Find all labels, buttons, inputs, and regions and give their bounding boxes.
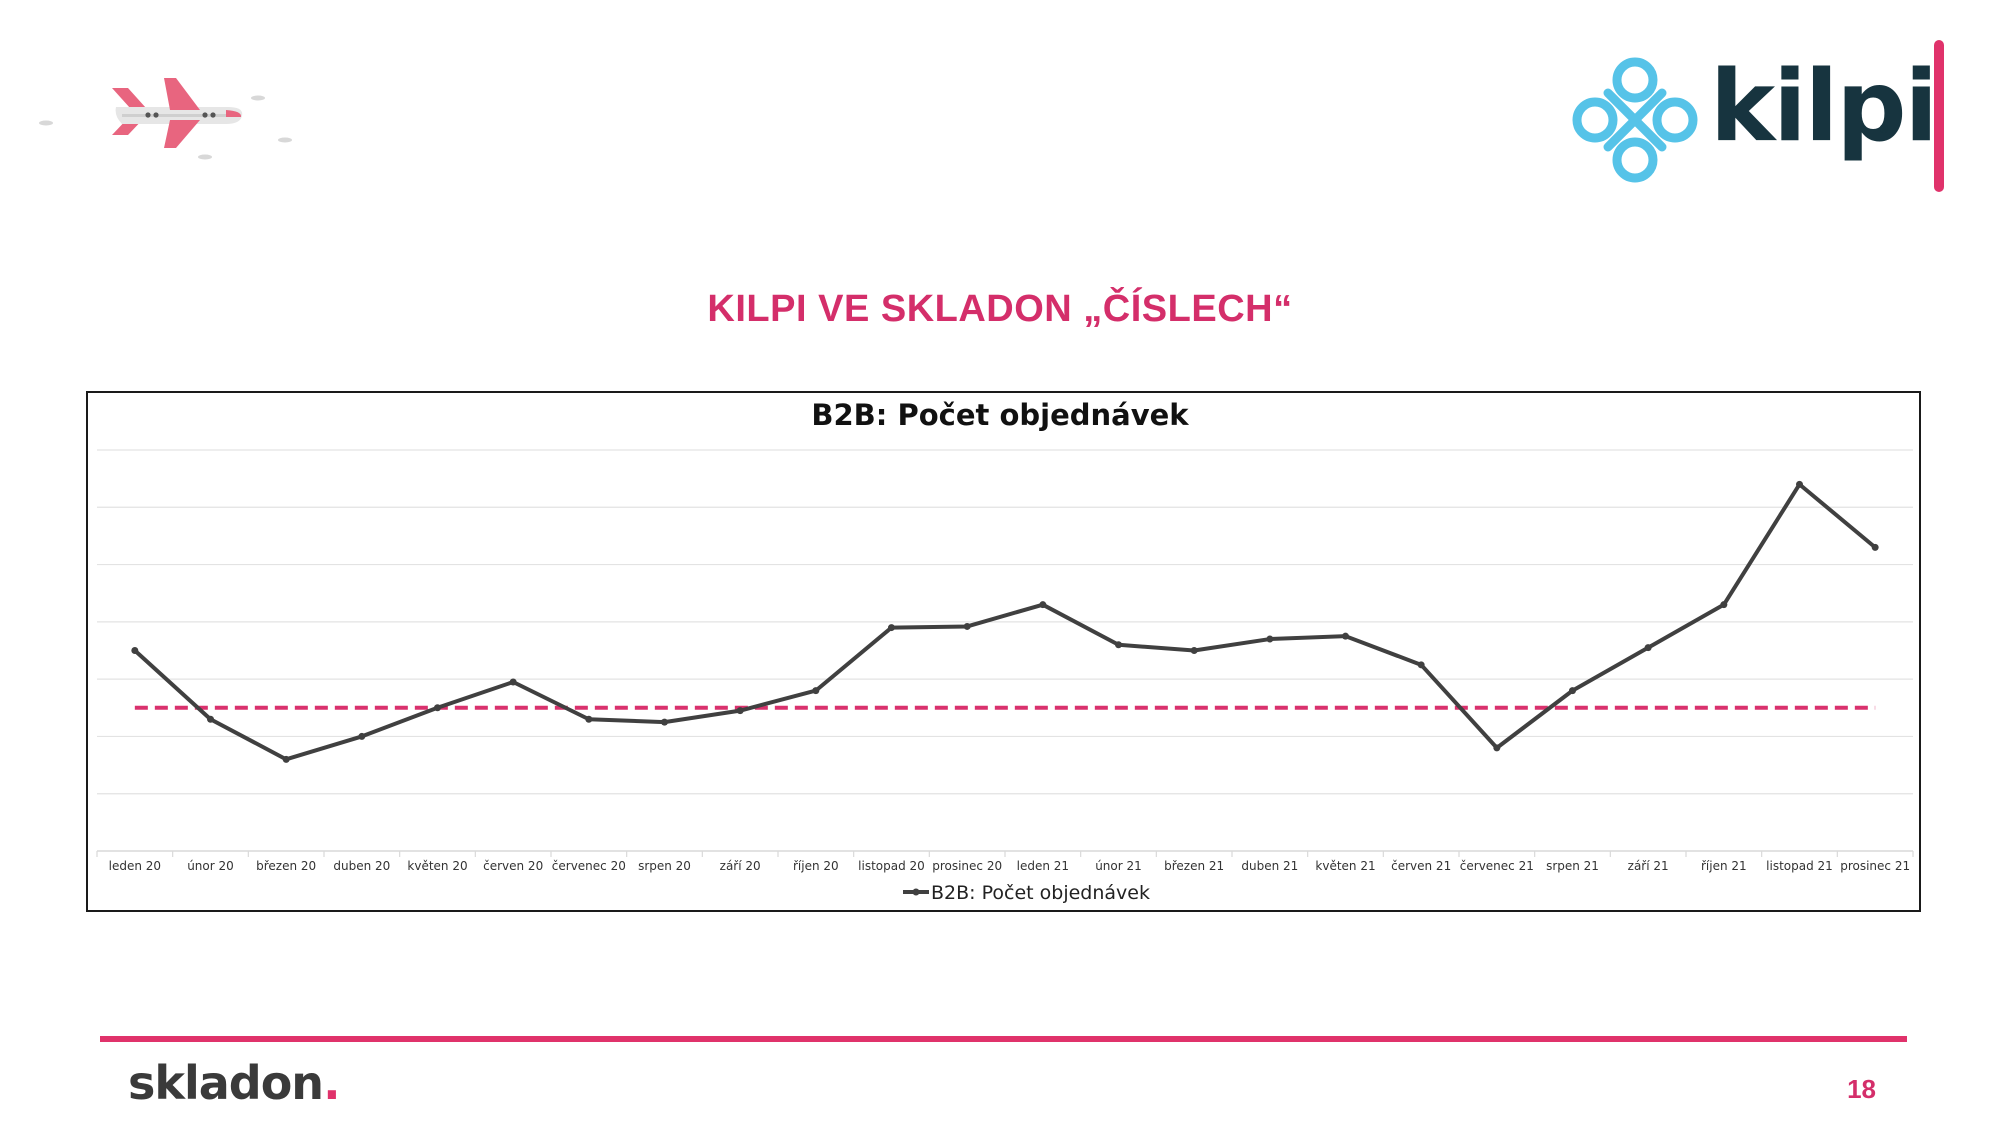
data-point (131, 647, 139, 654)
x-tick-label: červenec 21 (1460, 859, 1534, 873)
data-point (1871, 543, 1879, 551)
data-point (888, 624, 895, 632)
data-point (207, 715, 214, 723)
x-tick-label: duben 21 (1241, 859, 1298, 873)
x-tick-label: září 20 (720, 859, 761, 873)
x-tick-label: leden 20 (109, 859, 161, 873)
x-tick-label: leden 21 (1017, 859, 1069, 873)
data-point (434, 704, 441, 712)
legend-label: B2B: Počet objednávek (931, 882, 1150, 904)
data-point (661, 718, 668, 726)
x-tick-label: listopad 21 (1766, 859, 1833, 873)
x-tick-label: duben 20 (333, 859, 390, 873)
data-point (1115, 641, 1122, 649)
page-number: 18 (1847, 1074, 1876, 1104)
airplane-icon (39, 78, 292, 160)
data-point (1720, 601, 1728, 609)
data-point (358, 732, 366, 740)
data-point (1796, 480, 1803, 488)
x-tick-label: prosinec 21 (1840, 859, 1910, 873)
accent-bar (1934, 40, 1944, 192)
data-point (1417, 661, 1425, 669)
registered-mark: ® (1878, 122, 1890, 136)
chart-frame (86, 391, 1921, 912)
x-tick-label: únor 20 (187, 859, 234, 873)
data-point (812, 687, 820, 695)
kilpi-knot-icon (1572, 57, 1698, 183)
data-point (1266, 635, 1274, 643)
data-point (509, 678, 517, 686)
x-tick-label: srpen 20 (638, 859, 691, 873)
data-point (1190, 647, 1198, 654)
data-point (282, 755, 290, 763)
x-tick-label: listopad 20 (858, 859, 925, 873)
x-tick-label: červenec 20 (552, 859, 626, 873)
x-tick-label: září 21 (1628, 859, 1669, 873)
x-tick-label: říjen 20 (793, 859, 839, 873)
x-tick-label: březen 21 (1164, 859, 1224, 873)
chart-title: B2B: Počet objednávek (811, 398, 1189, 432)
footer-divider (100, 1036, 1907, 1042)
data-point (736, 707, 744, 715)
data-point (585, 715, 593, 723)
data-point (1569, 687, 1576, 695)
x-tick-label: červen 20 (483, 859, 543, 873)
x-tick-label: květen 20 (407, 859, 467, 873)
skladon-dot: . (323, 1056, 341, 1110)
x-tick-label: květen 21 (1315, 859, 1375, 873)
data-point (1644, 644, 1652, 652)
x-tick-label: březen 20 (256, 859, 316, 873)
data-point (1493, 744, 1501, 752)
data-point (1342, 632, 1349, 640)
slide-title: KILPI VE SKLADON „ČÍSLECH“ (707, 288, 1293, 330)
x-tick-label: únor 21 (1095, 859, 1142, 873)
skladon-wordmark: skladon (128, 1056, 324, 1110)
legend-swatch-marker (912, 888, 920, 896)
skladon-logo: skladon. (128, 1056, 341, 1110)
kilpi-logo (1568, 52, 1898, 187)
x-tick-label: červen 21 (1391, 859, 1451, 873)
data-point (1039, 601, 1047, 609)
x-tick-label: srpen 21 (1546, 859, 1599, 873)
airplane-illustration (30, 60, 300, 170)
series-line (133, 482, 1877, 762)
kilpi-wordmark: kilpi (1710, 50, 1938, 164)
data-point (963, 622, 971, 630)
x-tick-label: říjen 21 (1701, 859, 1747, 873)
x-tick-label: prosinec 20 (932, 859, 1002, 873)
